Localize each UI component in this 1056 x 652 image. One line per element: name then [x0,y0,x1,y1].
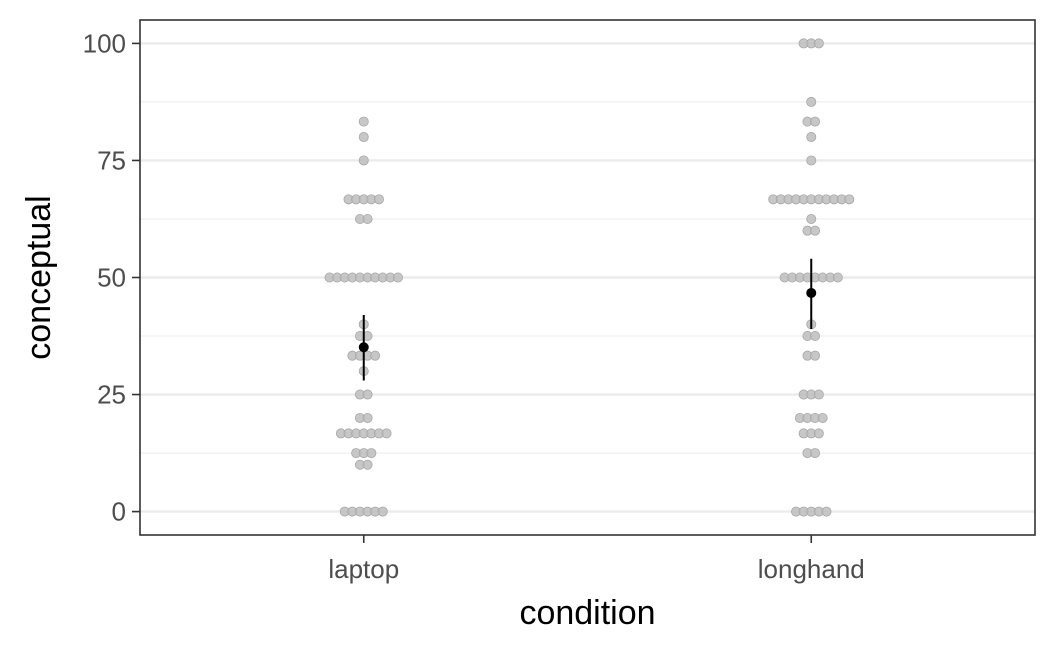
data-point [817,412,828,423]
grid-lines [140,42,1035,513]
data-point [358,155,369,166]
y-tick-label: 0 [112,497,126,527]
y-tick-label: 100 [83,28,126,58]
x-tick-label: laptop [328,554,399,584]
data-point [370,350,381,361]
data-point [844,194,855,205]
data-point [832,272,843,283]
data-point [373,194,384,205]
x-tick-label: longhand [758,554,865,584]
data-point [392,272,403,283]
data-point [362,459,373,470]
data-point [362,389,373,400]
data-point [821,506,832,517]
data-point [806,155,817,166]
y-tick-label: 25 [97,380,126,410]
data-point [810,331,821,342]
data-point [813,428,824,439]
data-point [366,448,377,459]
data-points [324,38,855,517]
x-axis-title: condition [519,594,655,632]
data-point [377,506,388,517]
data-point [806,213,817,224]
y-tick-label: 75 [97,145,126,175]
data-point [806,96,817,107]
data-point [358,116,369,127]
axes: 0 25 50 75 100 laptop longhand [83,28,865,584]
mean-point [806,287,817,298]
data-point [362,213,373,224]
data-point [810,116,821,127]
y-tick-label: 50 [97,263,126,293]
mean-ci-summaries [358,258,817,381]
data-point [381,428,392,439]
data-point [813,38,824,49]
data-point [810,225,821,236]
data-point [810,448,821,459]
data-point [813,389,824,400]
data-point [810,350,821,361]
data-point [362,412,373,423]
data-point [806,132,817,143]
mean-point [358,342,369,353]
data-point [358,132,369,143]
y-axis-title: conceptual [20,195,58,359]
